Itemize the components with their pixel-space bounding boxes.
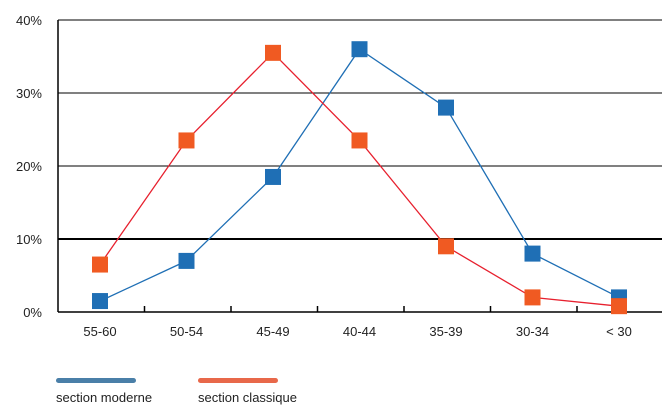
marker-section-classique-4 bbox=[351, 132, 368, 149]
marker-section-classique-3 bbox=[265, 44, 281, 61]
y-tick-label-30pct: 30% bbox=[16, 86, 42, 101]
series-line-section-classique bbox=[99, 51, 620, 307]
y-axis-tick-labels: 0% 10% 20% 30% 40% bbox=[16, 13, 42, 320]
marker-section-moderne-4 bbox=[351, 41, 368, 58]
series-markers bbox=[92, 41, 627, 315]
marker-section-classique-5 bbox=[438, 238, 454, 255]
marker-section-moderne-3 bbox=[265, 168, 281, 185]
y-tick-label-10pct: 10% bbox=[16, 232, 42, 247]
marker-section-moderne-1 bbox=[92, 293, 108, 310]
legend: section moderne section classique bbox=[56, 378, 656, 408]
marker-section-moderne-2 bbox=[178, 252, 195, 269]
marker-section-classique-6 bbox=[524, 289, 541, 306]
x-tick-label-6: 30-34 bbox=[516, 324, 549, 339]
marker-section-classique-1 bbox=[92, 256, 108, 273]
x-tick-label-1: 55-60 bbox=[83, 324, 116, 339]
series-line-section-moderne bbox=[99, 48, 620, 302]
marker-section-moderne-6 bbox=[524, 245, 541, 262]
x-tick-label-3: 45-49 bbox=[256, 324, 289, 339]
x-tick-label-7: < 30 bbox=[606, 324, 632, 339]
x-tick-label-2: 50-54 bbox=[170, 324, 203, 339]
marker-section-moderne-5 bbox=[438, 99, 454, 116]
legend-label-section-moderne: section moderne bbox=[56, 390, 153, 405]
series-lines bbox=[99, 48, 620, 307]
axes bbox=[57, 20, 662, 313]
marker-section-classique-2 bbox=[178, 132, 195, 149]
y-tick-label-0pct: 0% bbox=[23, 305, 42, 320]
x-axis-tick-labels: 55-60 50-54 45-49 40-44 35-39 30-34 < 30 bbox=[83, 324, 631, 339]
x-tick-label-4: 40-44 bbox=[343, 324, 376, 339]
y-tick-label-40pct: 40% bbox=[16, 13, 42, 28]
legend-label-section-classique: section classique bbox=[198, 390, 297, 405]
x-tick-label-5: 35-39 bbox=[429, 324, 462, 339]
y-tick-label-20pct: 20% bbox=[16, 159, 42, 174]
gridlines bbox=[58, 19, 662, 240]
marker-section-classique-7 bbox=[611, 298, 627, 315]
legend-swatch-section-moderne bbox=[56, 378, 136, 383]
legend-swatch-section-classique bbox=[198, 378, 278, 383]
